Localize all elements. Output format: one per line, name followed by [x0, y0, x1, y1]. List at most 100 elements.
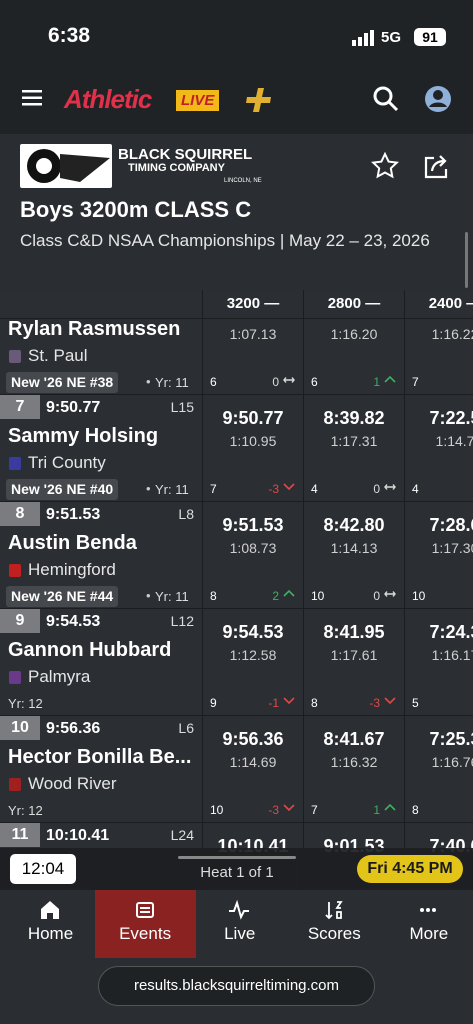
search-icon[interactable]	[372, 85, 400, 113]
place-change: 0	[373, 482, 380, 496]
split-time: 1:16.17	[431, 647, 473, 663]
place-box: 10	[0, 716, 40, 740]
cumulative-time: 7:28.6	[429, 515, 473, 535]
split-cell: 8:39.82 1:17.31 4 0	[304, 395, 404, 501]
finish-time: 10:10.41	[46, 827, 110, 844]
place-change: 2	[272, 589, 279, 603]
logo-badge: LIVE	[176, 90, 220, 111]
place-change: -3	[369, 696, 380, 710]
team-icon	[9, 564, 21, 577]
change-icon	[283, 589, 295, 597]
tab-label: Live	[224, 924, 256, 943]
finish-time: 9:51.53	[46, 506, 101, 523]
split-cell: 1:07.13 6 0	[203, 319, 303, 394]
org-sub: TIMING COMPANY	[128, 162, 225, 174]
org-name: BLACK SQUIRREL	[118, 146, 253, 163]
rank-badge: New '26 NE #40	[6, 479, 119, 500]
split-cell: 7:28.6 1:17.30 10	[405, 502, 473, 608]
team-name: Hemingford	[28, 560, 116, 579]
heat-label[interactable]: Heat 1 of 1	[200, 864, 274, 881]
split-place: 8	[210, 589, 217, 603]
split-time: 1:16.20	[330, 326, 378, 342]
column-header: 3200 —	[203, 290, 303, 318]
split-place: 4	[311, 482, 318, 496]
split-place: 7	[412, 375, 419, 389]
athlete-name[interactable]: Rylan Rasmussen	[8, 319, 181, 340]
menu-icon[interactable]	[22, 90, 42, 106]
rank-badge: New '26 NE #44	[6, 586, 119, 607]
place-box: 11	[0, 823, 40, 847]
split-time: 1:07.13	[229, 326, 277, 342]
change-icon	[283, 377, 295, 383]
split-time: 1:17.30	[431, 540, 473, 556]
change-icon	[384, 375, 396, 383]
change-icon	[283, 804, 295, 812]
split-time: 1:14.7	[435, 433, 473, 449]
tab-bar: Home Events Live Scores More	[0, 890, 473, 958]
split-cell: 9:56.36 1:14.69 10 -3	[203, 716, 303, 822]
tab-item[interactable]: Live	[189, 890, 290, 958]
place-box: 8	[0, 502, 40, 526]
account-icon[interactable]	[424, 85, 452, 113]
event-subtitle: Class C&D NSAA Championships | May 22 – …	[20, 231, 430, 250]
finish-time: 9:56.36	[46, 720, 101, 737]
status-time: 6:38	[48, 24, 91, 47]
athlete-name[interactable]: Sammy Holsing	[8, 425, 159, 447]
tab-icon	[135, 902, 154, 918]
share-icon[interactable]	[422, 152, 450, 180]
split-place: 5	[412, 696, 419, 710]
place-change: 1	[373, 375, 380, 389]
lane: L12	[170, 613, 194, 629]
split-place: 10	[311, 589, 325, 603]
team-name: Tri County	[28, 453, 106, 472]
cumulative-time: 9:50.77	[222, 408, 284, 428]
tab-icon	[229, 899, 250, 920]
lane: L8	[178, 506, 194, 522]
tab-item[interactable]: More	[378, 890, 473, 958]
battery: 91	[414, 28, 446, 46]
separator: •	[146, 481, 151, 496]
athlete-name[interactable]: Hector Bonilla Be...	[8, 746, 192, 768]
split-place: 8	[311, 696, 318, 710]
place-change: -3	[268, 803, 279, 817]
cumulative-time: 8:42.80	[323, 515, 385, 535]
logo-text[interactable]: Athletic	[64, 84, 152, 114]
org-location: LINCOLN, NE	[224, 178, 262, 184]
tab-item[interactable]: Home	[0, 890, 101, 958]
split-time: 1:16.76	[431, 754, 473, 770]
drag-handle	[178, 856, 296, 859]
result-row: 9 9:54.53 L12 Gannon Hubbard Palmyra Yr: 12 9:…	[0, 609, 473, 715]
team-name: St. Paul	[28, 346, 88, 365]
team-icon	[9, 350, 21, 363]
split-cell: 9:51.53 1:08.73 8 2	[203, 502, 303, 608]
place-box: 7	[0, 395, 40, 419]
split-time: 1:16.22	[431, 326, 473, 342]
split-cell: 9:50.77 1:10.95 7 -3	[203, 395, 303, 501]
change-icon	[384, 697, 396, 705]
change-icon	[384, 484, 396, 490]
result-row: 10 9:56.36 L6 Hector Bonilla Be... Wood Rive…	[0, 716, 473, 822]
change-icon	[283, 483, 295, 491]
signal-icon	[352, 30, 374, 46]
split-cell: 1:16.20 6 1	[304, 319, 404, 394]
result-row: 8 9:51.53 L8 Austin Benda Hemingford New '26 …	[0, 502, 473, 608]
team-icon	[9, 457, 21, 470]
tab-item[interactable]: Scores	[284, 890, 385, 958]
tab-label: Home	[27, 924, 74, 943]
split-cell: 7:24.3 1:16.17 5	[405, 609, 473, 715]
org-logo	[20, 144, 112, 188]
favorite-icon[interactable]	[371, 152, 399, 180]
cumulative-time: 9:56.36	[222, 729, 284, 749]
url-bar[interactable]: results.blacksquirreltiming.com	[98, 966, 375, 1006]
result-row: 7 9:50.77 L15 Sammy Holsing Tri County New '2…	[0, 395, 473, 501]
tab-label: Scores	[307, 924, 361, 943]
tab-icon	[41, 901, 59, 919]
split-time: 1:08.73	[229, 540, 277, 556]
split-time: 1:17.61	[330, 647, 378, 663]
split-cell: 8:41.95 1:17.61 8 -3	[304, 609, 404, 715]
result-row: Rylan Rasmussen St. Paul New '26 NE #38 • Yr…	[0, 319, 473, 394]
athlete-name[interactable]: Austin Benda	[8, 532, 137, 554]
athlete-name[interactable]: Gannon Hubbard	[8, 639, 172, 661]
tab-item[interactable]: Events	[94, 890, 196, 958]
plus-icon[interactable]	[246, 86, 274, 114]
